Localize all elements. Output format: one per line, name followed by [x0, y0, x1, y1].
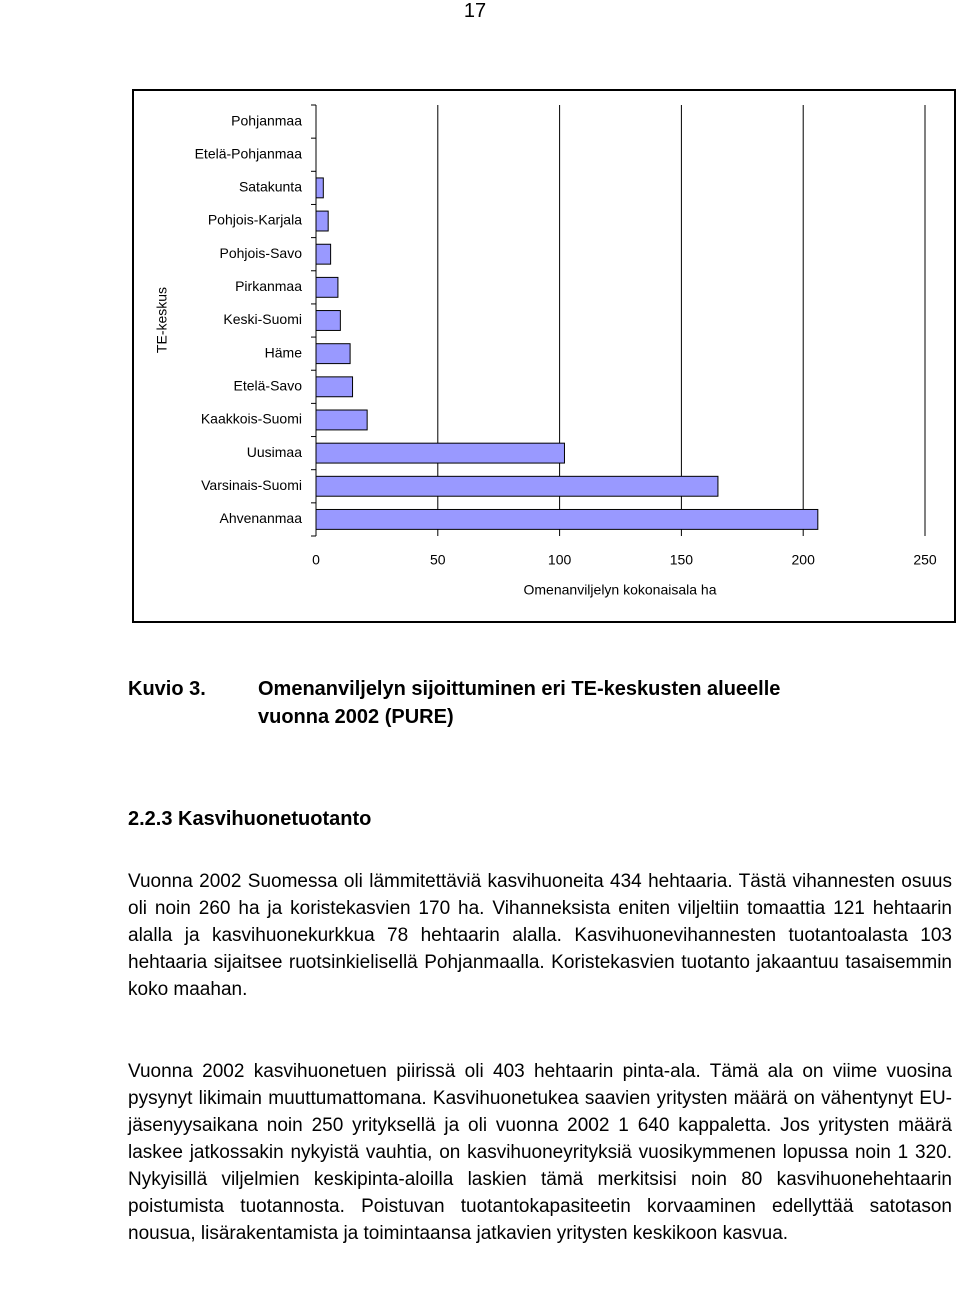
x-tick-label: 150: [670, 552, 694, 568]
page-number: 17: [463, 0, 487, 22]
chart: TE-keskus Omenanviljelyn kokonaisala ha …: [132, 89, 956, 623]
caption-line: vuonna 2002 (PURE): [258, 706, 454, 728]
x-axis-title: Omenanviljelyn kokonaisala ha: [524, 582, 717, 598]
bar: [315, 177, 324, 199]
y-tick-label: Keski-Suomi: [223, 311, 302, 327]
y-tick-label: Uusimaa: [247, 444, 302, 460]
bar: [315, 376, 354, 398]
y-tick-label: Satakunta: [239, 179, 302, 195]
bar: [315, 243, 332, 265]
y-tick-label: Etelä-Savo: [234, 378, 303, 394]
x-tick-label: 200: [792, 552, 816, 568]
y-tick-label: Etelä-Pohjanmaa: [195, 145, 303, 161]
bar: [315, 310, 341, 331]
y-tick-label: Häme: [265, 344, 303, 360]
y-tick-label: Kaakkois-Suomi: [201, 411, 302, 427]
bar: [315, 276, 339, 298]
x-tick-label: 50: [430, 552, 446, 568]
y-tick-label: Pohjois-Savo: [220, 245, 303, 261]
bar: [315, 475, 719, 497]
paragraph: Vuonna 2002 Suomessa oli lämmitettäviä k…: [128, 871, 952, 1000]
bar: [315, 508, 819, 530]
section-heading: 2.2.3 Kasvihuonetuotanto: [128, 808, 372, 830]
bar: [315, 343, 351, 365]
x-tick-label: 0: [312, 552, 320, 568]
y-tick-label: Pohjois-Karjala: [208, 212, 302, 228]
caption-label: Kuvio 3.: [128, 678, 206, 700]
bar: [315, 409, 368, 431]
x-tick-label: 100: [548, 552, 572, 568]
y-tick-label: Ahvenanmaa: [219, 510, 302, 526]
bar: [315, 210, 329, 232]
y-tick-label: Pirkanmaa: [235, 278, 302, 294]
bar: [315, 442, 565, 464]
y-tick-label: Varsinais-Suomi: [201, 477, 302, 493]
paragraph: Vuonna 2002 kasvihuonetuen piirissä oli …: [128, 1061, 952, 1244]
y-tick-label: Pohjanmaa: [231, 112, 302, 128]
caption-line: Omenanviljelyn sijoittuminen eri TE-kesk…: [258, 678, 781, 700]
chart-frame: [132, 89, 956, 623]
x-tick-label: 250: [913, 552, 937, 568]
y-axis-title: TE-keskus: [154, 287, 170, 353]
